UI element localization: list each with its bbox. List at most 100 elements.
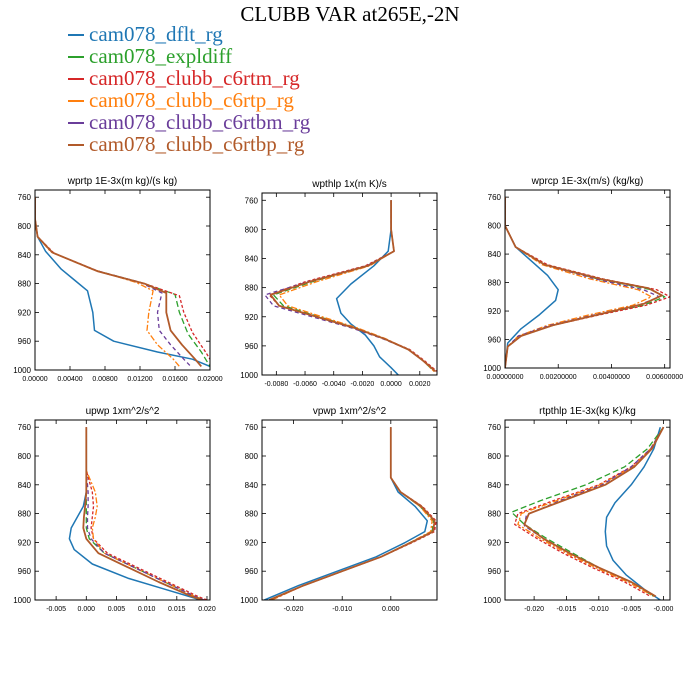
series-line xyxy=(85,427,205,600)
legend-entry: cam078_clubb_c6rtbp_rg xyxy=(68,132,388,156)
series-line xyxy=(35,197,210,361)
y-tick-label: 960 xyxy=(245,342,259,351)
legend-entry: cam078_dflt_rg xyxy=(68,22,388,46)
y-tick-label: 1000 xyxy=(240,371,258,380)
legend-swatch xyxy=(68,56,84,58)
x-tick-label: 0.01200 xyxy=(127,376,152,383)
x-tick-label: 0.00000 xyxy=(22,376,47,383)
series-line xyxy=(82,427,203,600)
legend-label: cam078_clubb_c6rtbp_rg xyxy=(89,132,305,156)
plot-frame xyxy=(504,419,671,601)
chart-title: upwp 1xm^2/s^2 xyxy=(86,406,160,417)
y-tick-label: 760 xyxy=(18,193,32,202)
plot-frame xyxy=(34,419,211,601)
series-line xyxy=(517,426,665,597)
y-tick-label: 840 xyxy=(245,481,259,490)
y-tick-label: 800 xyxy=(488,452,502,461)
x-tick-label: -0.0020 xyxy=(351,381,375,388)
x-tick-label: 0.00200000 xyxy=(540,374,577,381)
y-tick-label: 920 xyxy=(245,538,259,547)
x-tick-label: -0.020 xyxy=(524,606,544,613)
legend-swatch xyxy=(68,144,84,146)
y-tick-label: 840 xyxy=(488,250,502,259)
x-tick-label: -0.010 xyxy=(332,606,352,613)
series-line xyxy=(85,427,205,600)
series-line xyxy=(269,427,436,600)
x-tick-label: -0.005 xyxy=(46,606,66,613)
x-tick-label: -0.0060 xyxy=(293,381,317,388)
legend-label: cam078_clubb_c6rtp_rg xyxy=(89,88,294,112)
series-line xyxy=(269,427,435,600)
figure-title: CLUBB VAR at265E,-2N xyxy=(240,2,460,26)
y-tick-label: 960 xyxy=(18,567,32,576)
y-tick-label: 960 xyxy=(245,567,259,576)
y-tick-label: 840 xyxy=(245,255,259,264)
plot-frame xyxy=(34,189,211,371)
series-line xyxy=(268,427,436,600)
y-tick-label: 840 xyxy=(18,481,32,490)
y-tick-label: 880 xyxy=(245,284,259,293)
series-line xyxy=(269,200,437,373)
y-tick-label: 800 xyxy=(488,222,502,231)
chart-title: vpwp 1xm^2/s^2 xyxy=(313,406,387,417)
series-line xyxy=(505,197,670,368)
series-line xyxy=(264,200,437,372)
series-line xyxy=(523,426,665,597)
y-tick-label: 920 xyxy=(488,538,502,547)
x-tick-label: 0.00400 xyxy=(57,376,82,383)
y-tick-label: 760 xyxy=(488,423,502,432)
series-line xyxy=(35,197,210,368)
plot-frame xyxy=(261,192,438,376)
legend-swatch xyxy=(68,78,84,80)
series-line xyxy=(85,427,208,600)
chart-title: wpthlp 1x(m K)/s xyxy=(311,179,386,190)
y-tick-label: 800 xyxy=(18,222,32,231)
x-tick-label: -0.000 xyxy=(654,606,674,613)
y-tick-label: 920 xyxy=(18,538,32,547)
chart-panel: vpwp 1xm^2/s^2 760 800 840 880 920 960 1000 -0.0… xyxy=(240,406,438,613)
y-tick-label: 1000 xyxy=(13,596,31,605)
y-tick-label: 800 xyxy=(245,452,259,461)
x-tick-label: 0.00000000 xyxy=(487,374,524,381)
legend-entry: cam078_expldiff xyxy=(68,44,388,68)
y-tick-label: 920 xyxy=(245,313,259,322)
chart-title: wprtp 1E-3x(m kg)/(s kg) xyxy=(67,176,177,187)
y-tick-label: 880 xyxy=(18,510,32,519)
series-line xyxy=(68,427,202,600)
chart-panel: rtpthlp 1E-3x(kg K)/kg 760 800 840 880 920 960… xyxy=(483,406,673,613)
series-line xyxy=(604,426,662,600)
y-tick-label: 1000 xyxy=(13,366,31,375)
x-tick-label: 0.000 xyxy=(78,606,96,613)
series-line xyxy=(271,427,437,600)
y-tick-label: 880 xyxy=(488,510,502,519)
y-tick-label: 960 xyxy=(488,336,502,345)
plot-frame xyxy=(261,419,438,601)
y-tick-label: 800 xyxy=(245,225,259,234)
x-tick-label: 0.01600 xyxy=(162,376,187,383)
legend-label: cam078_clubb_c6rtm_rg xyxy=(89,66,300,90)
chart-panel: wpthlp 1x(m K)/s 760 800 840 880 920 960 1000 -0… xyxy=(240,179,438,388)
y-tick-label: 760 xyxy=(18,423,32,432)
x-tick-label: 0.015 xyxy=(168,606,186,613)
y-tick-label: 960 xyxy=(18,337,32,346)
series-line xyxy=(505,197,663,368)
legend-label: cam078_clubb_c6rtbm_rg xyxy=(89,110,311,134)
series-line xyxy=(35,197,202,367)
x-tick-label: 0.00600000 xyxy=(646,374,683,381)
x-tick-label: 0.00800 xyxy=(92,376,117,383)
x-tick-label: -0.020 xyxy=(284,606,304,613)
x-tick-label: -0.015 xyxy=(557,606,577,613)
y-tick-label: 1000 xyxy=(483,596,501,605)
x-tick-label: 0.010 xyxy=(138,606,156,613)
y-tick-label: 880 xyxy=(18,280,32,289)
y-tick-label: 960 xyxy=(488,567,502,576)
plot-frame xyxy=(504,189,671,369)
x-tick-label: 0.0020 xyxy=(409,381,431,388)
x-tick-label: 0.02000 xyxy=(197,376,222,383)
x-tick-label: 0.00400000 xyxy=(593,374,630,381)
legend-swatch xyxy=(68,100,84,102)
y-tick-label: 840 xyxy=(488,481,502,490)
x-tick-label: -0.0040 xyxy=(322,381,346,388)
legend-swatch xyxy=(68,122,84,124)
